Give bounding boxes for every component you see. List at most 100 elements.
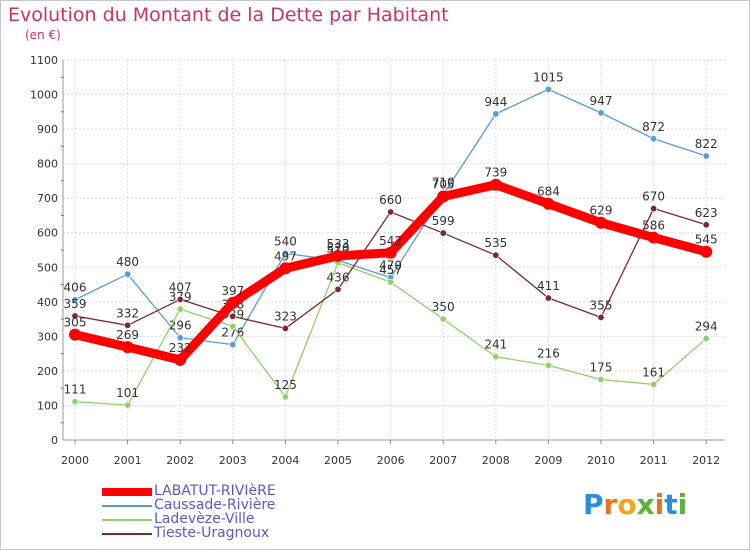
data-point [492, 251, 500, 259]
data-label: 276 [221, 326, 244, 340]
data-label: 323 [274, 309, 297, 323]
data-point [176, 305, 184, 313]
data-point [384, 246, 397, 259]
y-tick-label: 100 [37, 399, 58, 412]
data-point [650, 135, 658, 143]
data-point [597, 109, 605, 117]
data-point [702, 334, 710, 342]
data-label: 586 [642, 219, 665, 233]
data-label: 542 [379, 234, 402, 248]
unit-label: (en €) [25, 28, 61, 42]
legend-swatch [102, 505, 152, 507]
data-label: 599 [432, 214, 455, 228]
data-point [387, 278, 395, 286]
data-label: 684 [537, 185, 560, 199]
y-tick-label: 700 [37, 192, 58, 205]
data-point [174, 353, 187, 366]
data-point [281, 249, 289, 257]
data-point [71, 312, 79, 320]
data-label: 457 [379, 263, 402, 277]
x-tick-label: 2004 [271, 454, 299, 467]
logo-letter: r [603, 488, 618, 521]
data-label: 533 [327, 237, 350, 251]
legend-label: Ladevèze-Ville [154, 511, 255, 527]
data-label: 623 [695, 206, 718, 220]
x-tick-label: 2002 [166, 454, 194, 467]
data-point [71, 296, 79, 304]
y-tick-label: 600 [37, 227, 58, 240]
data-point [492, 353, 500, 361]
x-tick-label: 2000 [61, 454, 89, 467]
data-point [281, 324, 289, 332]
data-label: 305 [64, 316, 87, 330]
data-label: 739 [484, 166, 507, 180]
data-point [650, 380, 658, 388]
data-label: 125 [274, 378, 297, 392]
data-point [437, 190, 450, 203]
data-point [281, 393, 289, 401]
y-tick-label: 500 [37, 261, 58, 274]
y-tick-label: 200 [37, 365, 58, 378]
data-label: 497 [274, 249, 297, 263]
x-tick-label: 2011 [640, 454, 668, 467]
data-label: 947 [590, 94, 613, 108]
y-tick-label: 0 [51, 434, 58, 447]
data-point [226, 296, 239, 309]
data-point [124, 401, 132, 409]
logo-letter: i [654, 488, 665, 521]
data-label: 705 [432, 177, 455, 191]
data-label: 535 [484, 236, 507, 250]
data-label: 407 [169, 280, 192, 294]
data-point [439, 229, 447, 237]
x-tick-label: 2007 [429, 454, 457, 467]
data-label: 175 [590, 361, 613, 375]
data-point [124, 321, 132, 329]
data-point [595, 216, 607, 229]
x-tick-label: 2006 [377, 454, 405, 467]
data-point [332, 249, 344, 262]
logo-letter: x [636, 488, 655, 521]
data-label: 359 [64, 297, 87, 311]
data-point [176, 334, 184, 342]
y-tick-label: 1100 [30, 54, 58, 67]
data-label: 101 [116, 386, 139, 400]
data-label: 350 [432, 300, 455, 314]
logo-letter: i [677, 488, 688, 521]
data-label: 111 [64, 383, 87, 397]
data-label: 872 [642, 120, 665, 134]
x-tick-label: 2012 [692, 454, 720, 467]
data-point [121, 341, 134, 354]
y-tick-label: 400 [37, 296, 58, 309]
data-label: 822 [695, 137, 718, 151]
legend-label: Caussade-Rivière [154, 497, 276, 513]
data-label: 944 [484, 95, 507, 109]
data-label: 411 [537, 279, 560, 293]
data-label: 670 [642, 190, 665, 204]
data-label: 710 [432, 176, 455, 190]
x-tick-label: 2009 [534, 454, 562, 467]
legend-swatch [102, 533, 152, 535]
data-point [702, 152, 710, 160]
data-label: 355 [590, 298, 613, 312]
logo-letter: o [617, 488, 637, 521]
legend-label: LABATUT-RIVIèRE [154, 483, 276, 499]
data-point [489, 178, 502, 191]
y-tick-label: 300 [37, 330, 58, 343]
x-tick-label: 2003 [219, 454, 247, 467]
x-tick-label: 2008 [482, 454, 510, 467]
data-point [544, 294, 552, 302]
data-point [544, 361, 552, 369]
data-label: 436 [327, 270, 350, 284]
data-point [597, 376, 605, 384]
data-point [71, 398, 79, 406]
data-label: 269 [116, 328, 139, 342]
data-label: 480 [116, 255, 139, 269]
data-point [229, 341, 237, 349]
data-point [69, 328, 81, 341]
data-point [492, 110, 500, 118]
data-point [387, 208, 395, 216]
data-label: 241 [484, 338, 507, 352]
x-tick-label: 2001 [114, 454, 142, 467]
data-label: 296 [169, 319, 192, 333]
